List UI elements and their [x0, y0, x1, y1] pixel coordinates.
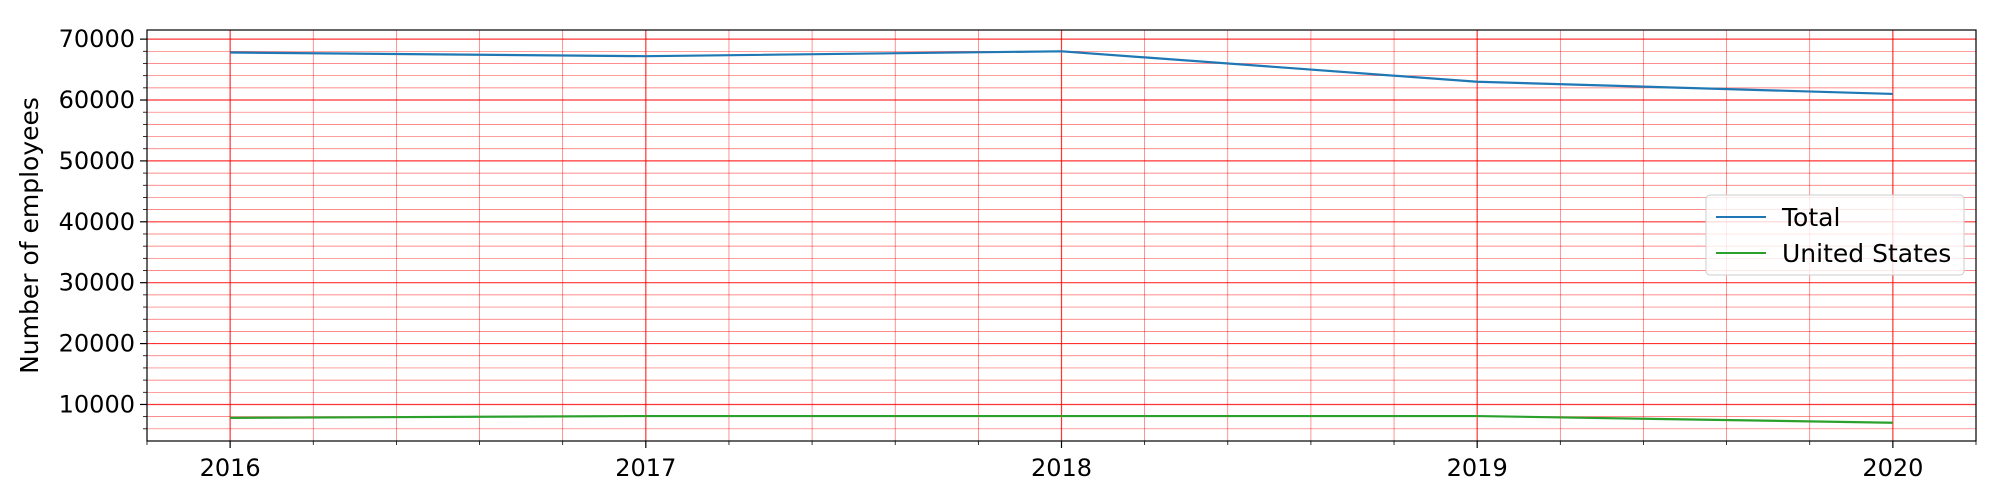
- x-tick-label: 2020: [1862, 454, 1923, 482]
- series-lines: [230, 50, 1893, 424]
- x-tick-label: 2016: [200, 454, 261, 482]
- y-axis-label: Number of employees: [15, 97, 44, 374]
- y-tick-label: 50000: [59, 147, 135, 175]
- axis-ticks: 10000 20000 30000 40000 50000 60000 70000 2016 2…: [59, 25, 1977, 482]
- series-line-total: [230, 50, 1893, 96]
- legend-label-united-states: United States: [1782, 239, 1951, 268]
- series-line-united-states: [230, 414, 1893, 424]
- grid: [146, 30, 1977, 442]
- legend-label-total: Total: [1781, 203, 1840, 232]
- y-tick-label: 20000: [59, 330, 135, 358]
- y-tick-label: 60000: [59, 86, 135, 114]
- y-tick-label: 30000: [59, 269, 135, 297]
- x-tick-label: 2018: [1031, 454, 1092, 482]
- y-tick-label: 40000: [59, 208, 135, 236]
- y-tick-label: 70000: [59, 25, 135, 53]
- x-tick-label: 2017: [615, 454, 676, 482]
- legend-box: [1705, 194, 1965, 276]
- x-tick-label: 2019: [1447, 454, 1508, 482]
- y-tick-label: 10000: [59, 390, 135, 418]
- legend: Total United States: [1705, 194, 1965, 276]
